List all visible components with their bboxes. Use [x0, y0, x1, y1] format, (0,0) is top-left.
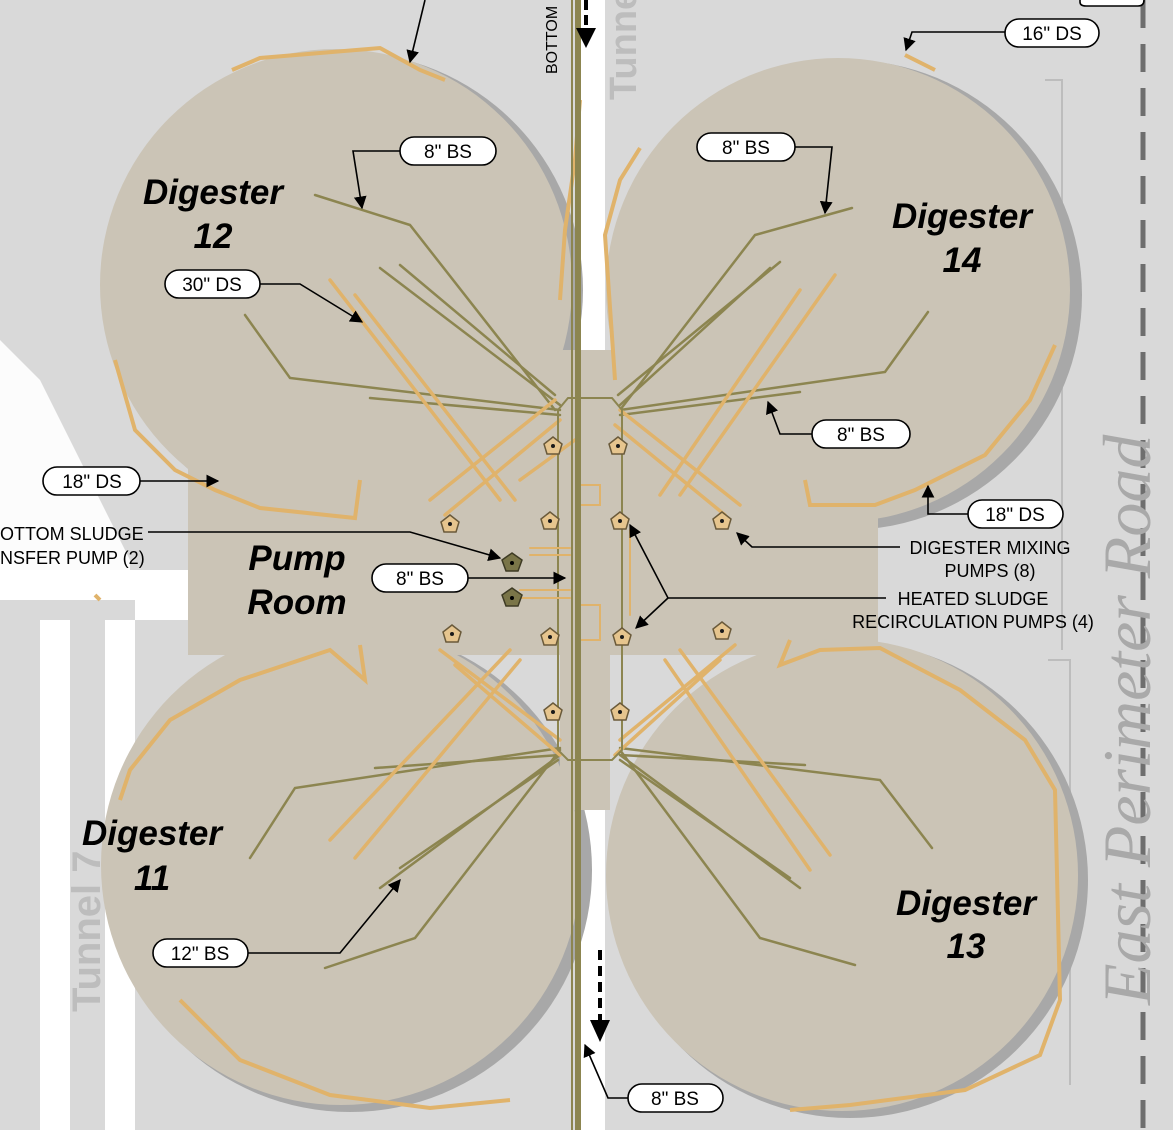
- svg-text:8" BS: 8" BS: [396, 569, 444, 590]
- bottom-sludge-label-line1: OTTOM SLUDGE: [0, 524, 144, 544]
- east-perimeter-road-label: East Perimeter Road: [1089, 434, 1165, 1006]
- svg-text:12" BS: 12" BS: [171, 944, 230, 965]
- callouts: 16" DS 8" BS 8" BS 30" DS 8" BS 18" DS 1…: [42, 0, 1145, 1113]
- digester-11-title: Digester: [82, 814, 224, 853]
- pump-room-subtitle: Room: [247, 583, 346, 622]
- bottom-sludge-pipe-label: BOTTOM: [544, 6, 561, 74]
- pump-symbols: [440, 436, 732, 721]
- callout-8bs-d12: 8" BS: [399, 136, 497, 166]
- callout-8bs-right: 8" BS: [811, 419, 911, 449]
- callout-16ds: 16" DS: [1004, 18, 1100, 48]
- recirc-pumps-label-line1: HEATED SLUDGE: [898, 589, 1049, 609]
- digester-13-number: 13: [947, 927, 986, 966]
- svg-text:8" BS: 8" BS: [722, 138, 770, 159]
- svg-text:30" DS: 30" DS: [182, 275, 242, 296]
- digester-13-tank: [606, 639, 1078, 1111]
- leader-lines: [140, 0, 1005, 1099]
- callout-12bs: 12" BS: [152, 938, 249, 968]
- recirc-pumps-label-line2: RECIRCULATION PUMPS (4): [852, 612, 1094, 632]
- sludge-pipes: [243, 0, 934, 1130]
- callout-8bs-center: 8" BS: [371, 563, 469, 593]
- digester-14-title: Digester: [892, 197, 1034, 236]
- digester-labels: Digester 12 Digester 14 Digester 11 Dige…: [82, 173, 1038, 966]
- callout-18ds-right: 18" DS: [967, 499, 1064, 529]
- tunnel-top-label: Tunne: [603, 0, 645, 100]
- bottom-sludge-label-line2: NSFER PUMP (2): [0, 548, 145, 568]
- svg-text:16" DS: 16" DS: [1022, 24, 1082, 45]
- digester-12-title: Digester: [143, 173, 285, 212]
- callout-8bs-bottom: 8" BS: [627, 1083, 724, 1113]
- callout-18ds-left: 18" DS: [42, 466, 141, 496]
- digester-14-number: 14: [943, 241, 982, 280]
- callout-top-right-partial: [1079, 0, 1145, 7]
- digester-13-title: Digester: [896, 884, 1038, 923]
- digester-11-tank: [101, 625, 581, 1105]
- equipment-labels: OTTOM SLUDGE NSFER PUMP (2) DIGESTER MIX…: [0, 524, 1094, 632]
- svg-text:8" BS: 8" BS: [837, 425, 885, 446]
- mixing-pumps-label-line1: DIGESTER MIXING: [909, 538, 1070, 558]
- tunnel-7-label: Tunnel 7: [65, 851, 109, 1012]
- digester-12-number: 12: [194, 217, 233, 256]
- callout-30ds: 30" DS: [164, 269, 261, 299]
- svg-text:18" DS: 18" DS: [62, 472, 122, 493]
- svg-text:8" BS: 8" BS: [424, 142, 472, 163]
- svg-text:8" BS: 8" BS: [651, 1089, 699, 1110]
- digester-11-number: 11: [134, 859, 170, 898]
- pump-room-title: Pump: [248, 539, 345, 578]
- callout-8bs-d14: 8" BS: [696, 132, 796, 162]
- flow-arrows: [576, 0, 610, 1042]
- mixing-pumps-label-line2: PUMPS (8): [944, 561, 1035, 581]
- svg-text:18" DS: 18" DS: [985, 505, 1045, 526]
